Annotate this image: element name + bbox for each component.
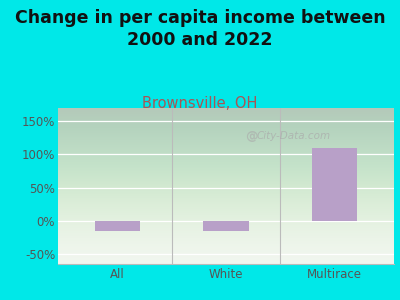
Bar [312,148,357,221]
Text: City-Data.com: City-Data.com [256,131,330,141]
Text: Change in per capita income between
2000 and 2022: Change in per capita income between 2000… [15,9,385,49]
Text: Brownsville, OH: Brownsville, OH [142,96,258,111]
Bar [95,221,140,231]
Text: @: @ [245,130,258,142]
Bar [203,221,249,231]
